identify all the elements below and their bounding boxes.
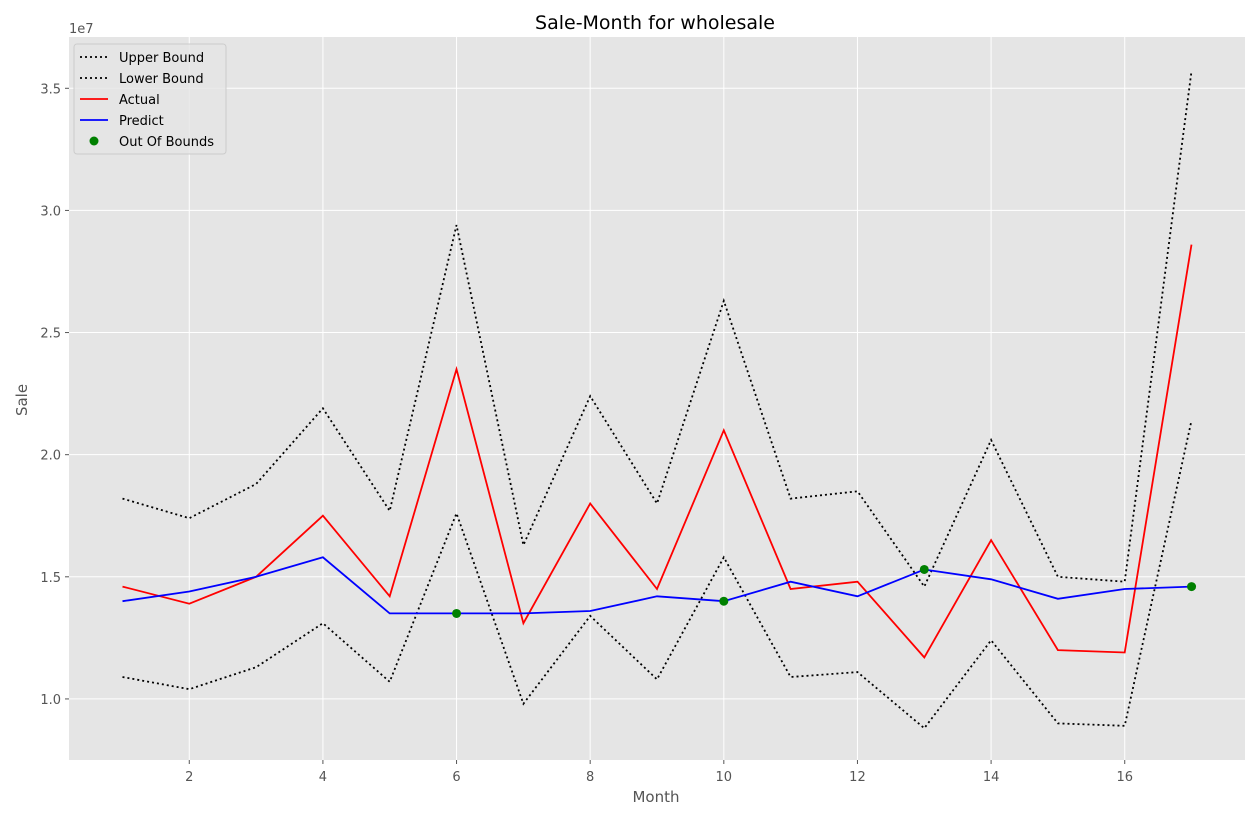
y-tick-label: 1.5 (40, 571, 61, 586)
x-tick-label: 4 (319, 770, 327, 785)
x-axis-label: Month (632, 788, 679, 806)
legend-label: Upper Bound (119, 51, 204, 66)
out-of-bounds-point (452, 609, 461, 618)
legend-label: Actual (119, 93, 160, 108)
x-tick-label: 2 (185, 770, 193, 785)
y-tick-label: 1.0 (40, 693, 61, 708)
x-tick-label: 8 (586, 770, 594, 785)
legend-label: Out Of Bounds (119, 135, 214, 150)
out-of-bounds-point (1187, 582, 1196, 591)
legend: Upper Bound Lower Bound Actual Predict Out O… (74, 44, 226, 154)
out-of-bounds-point (920, 565, 929, 574)
out-of-bounds-point (719, 597, 728, 606)
y-scale-exponent: 1e7 (69, 22, 94, 37)
y-tick-label: 3.5 (40, 82, 61, 97)
y-tick-label: 2.5 (40, 327, 61, 342)
x-tick-label: 10 (716, 770, 733, 785)
y-tick-label: 2.0 (40, 449, 61, 464)
x-tick-label: 6 (452, 770, 460, 785)
legend-label: Predict (119, 114, 164, 129)
chart-title: Sale-Month for wholesale (535, 12, 775, 34)
y-axis-label: Sale (13, 384, 31, 416)
plot-area (69, 37, 1245, 760)
legend-swatch (90, 137, 99, 146)
legend-label: Lower Bound (119, 72, 204, 87)
y-scale-label: 1e7 (69, 22, 94, 37)
x-tick-label: 16 (1116, 770, 1133, 785)
y-tick-label: 3.0 (40, 204, 61, 219)
x-tick-label: 12 (849, 770, 866, 785)
x-tick-label: 14 (983, 770, 1000, 785)
